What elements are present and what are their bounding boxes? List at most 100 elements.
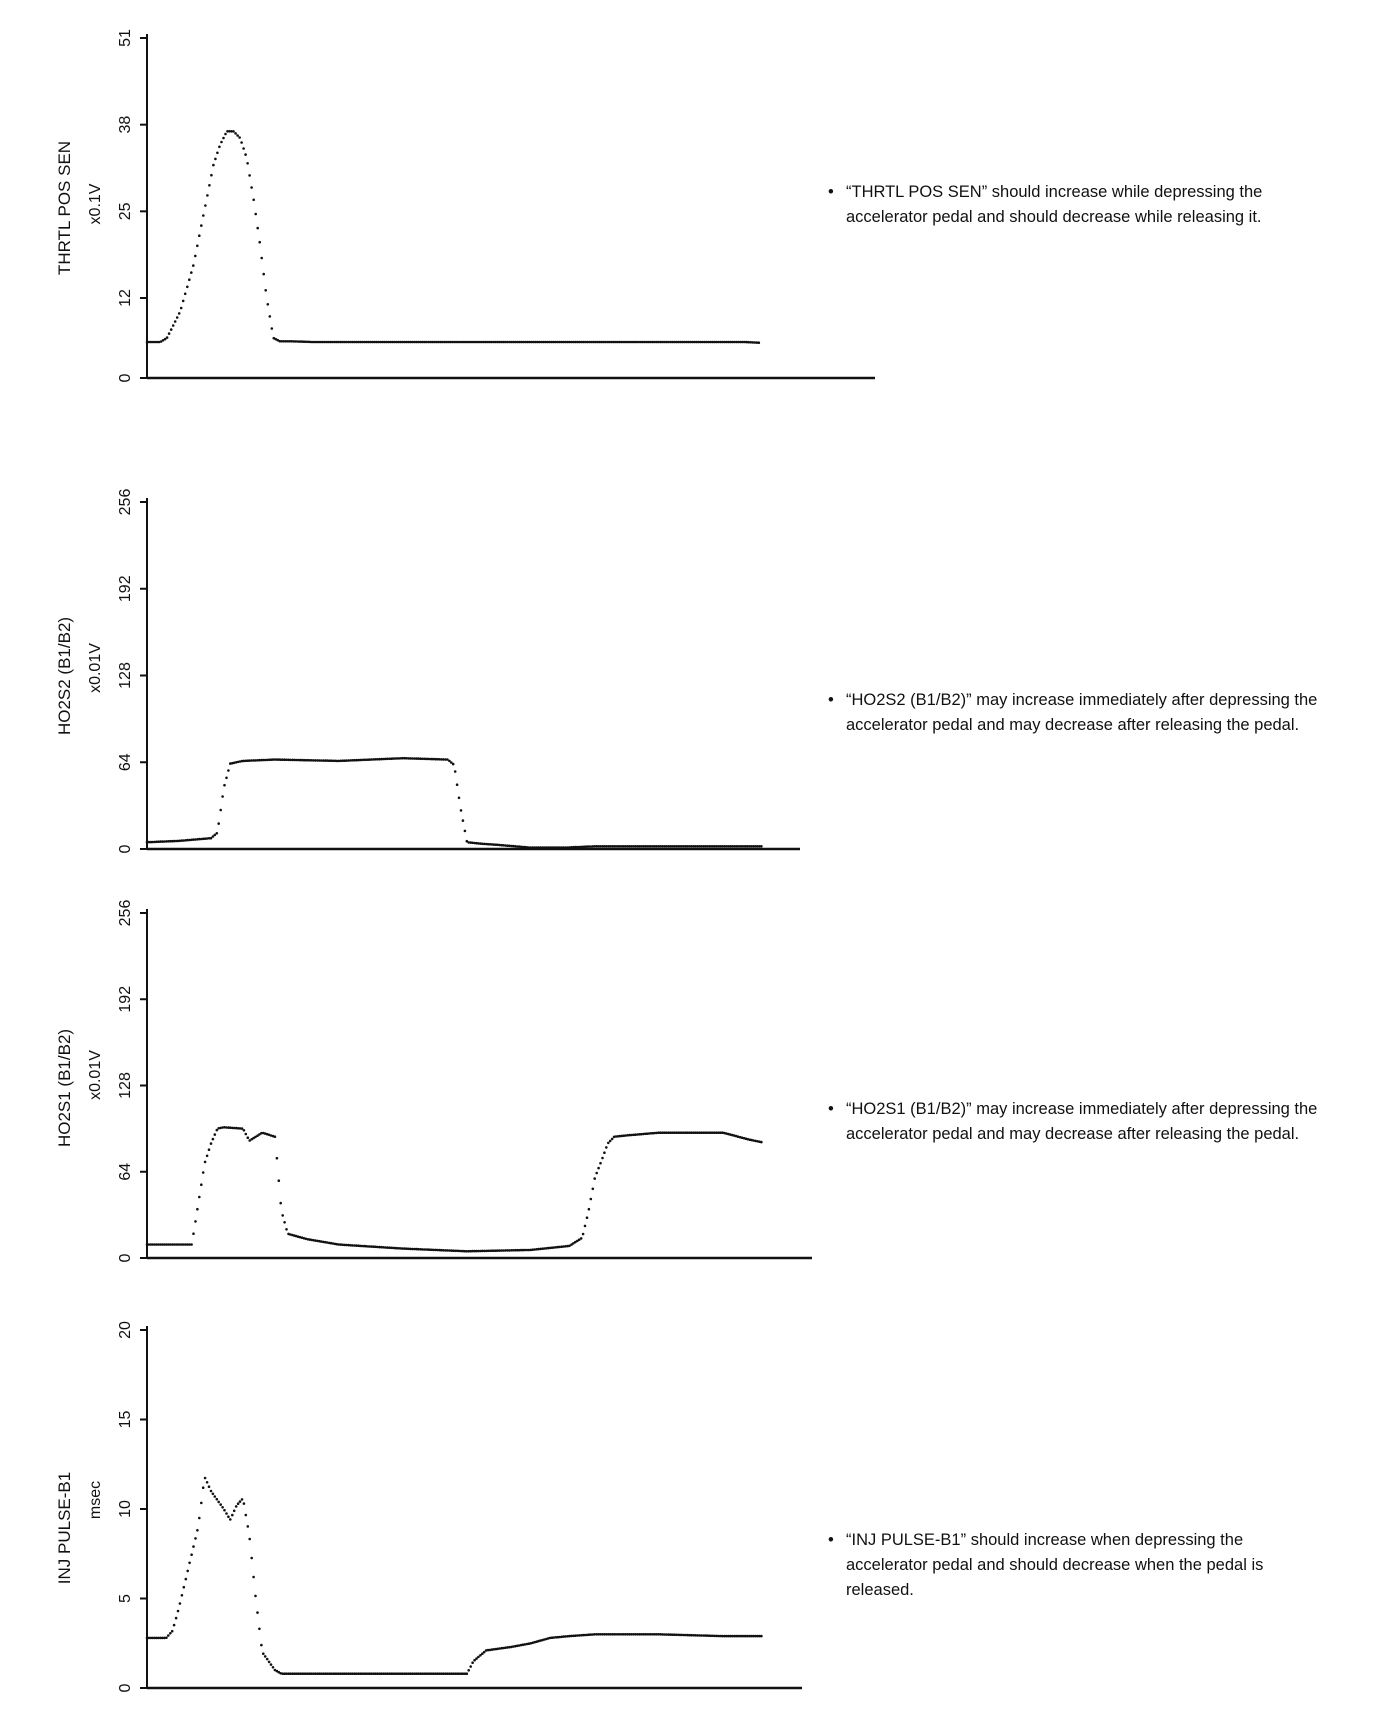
- data-point: [341, 759, 345, 762]
- data-point: [381, 340, 384, 344]
- data-point: [504, 844, 507, 847]
- data-point: [526, 340, 529, 344]
- data-point: [657, 1633, 660, 1636]
- data-point: [579, 845, 583, 849]
- data-point: [593, 845, 596, 848]
- data-point: [298, 340, 302, 343]
- data-point: [446, 1672, 449, 1675]
- data-point: [372, 1245, 376, 1248]
- data-point: [672, 1131, 676, 1134]
- data-point: [279, 758, 283, 761]
- data-point: [554, 340, 557, 344]
- data-point: [589, 1633, 593, 1636]
- data-point: [322, 759, 325, 762]
- data-point: [469, 1665, 473, 1668]
- data-point: [676, 845, 680, 848]
- data-point: [184, 1577, 188, 1581]
- data-point: [198, 1516, 201, 1520]
- data-point: [425, 340, 429, 344]
- data-point: [533, 1248, 536, 1251]
- data-point: [153, 1243, 157, 1246]
- note-text: “HO2S1 (B1/B2)” may increase immediately…: [846, 1100, 1318, 1143]
- data-point: [696, 1131, 699, 1134]
- data-point: [473, 340, 477, 344]
- data-point: [543, 1638, 546, 1641]
- data-point: [182, 1585, 186, 1589]
- data-point: [713, 1634, 717, 1638]
- data-point: [700, 845, 703, 848]
- data-point: [165, 336, 169, 339]
- data-point: [366, 1672, 370, 1675]
- data-point: [440, 1248, 443, 1252]
- data-point: [628, 1133, 631, 1137]
- data-point: [294, 340, 298, 343]
- data-point: [182, 839, 186, 842]
- data-point: [521, 1248, 525, 1252]
- data-point: [535, 1248, 538, 1251]
- data-point: [709, 1634, 713, 1638]
- data-point: [328, 340, 332, 344]
- data-point: [479, 1249, 482, 1253]
- data-point: [170, 839, 174, 843]
- data-point: [355, 758, 358, 762]
- data-point: [395, 757, 399, 760]
- data-point: [366, 1245, 370, 1248]
- data-point: [256, 226, 260, 230]
- data-point: [188, 278, 191, 282]
- data-point: [149, 1636, 153, 1640]
- data-point: [686, 845, 689, 848]
- data-point: [256, 1611, 259, 1614]
- data-point: [374, 1672, 378, 1675]
- data-point: [428, 757, 432, 761]
- data-point: [267, 758, 271, 762]
- data-point: [316, 759, 319, 762]
- data-point: [473, 1658, 476, 1662]
- data-point: [324, 1672, 327, 1675]
- data-point: [188, 1561, 191, 1565]
- data-point: [583, 845, 587, 848]
- data-point: [227, 1126, 230, 1129]
- data-point: [372, 1672, 376, 1675]
- data-point: [653, 1633, 657, 1636]
- note-text: “HO2S2 (B1/B2)” may increase immediately…: [846, 691, 1318, 734]
- data-point: [386, 1672, 389, 1675]
- data-point: [285, 1228, 288, 1231]
- data-point: [512, 844, 515, 848]
- data-point: [488, 843, 492, 846]
- data-point: [304, 758, 308, 762]
- data-point: [240, 1127, 244, 1130]
- data-point: [739, 340, 742, 344]
- data-point: [568, 1634, 571, 1638]
- data-point: [341, 1672, 345, 1675]
- data-point: [655, 845, 658, 848]
- data-point: [395, 1672, 399, 1675]
- data-point: [413, 1247, 416, 1251]
- data-point: [415, 1247, 418, 1251]
- data-point: [744, 1634, 748, 1638]
- data-point: [244, 153, 247, 156]
- data-point: [725, 1132, 728, 1135]
- data-point: [495, 340, 499, 344]
- data-point: [302, 1672, 306, 1675]
- data-point: [698, 1131, 701, 1134]
- data-point: [636, 1133, 639, 1136]
- data-point: [672, 845, 676, 848]
- data-point: [188, 838, 191, 842]
- data-point: [583, 1633, 587, 1637]
- data-point: [508, 1249, 511, 1252]
- y-tick-label: 0: [117, 1253, 134, 1262]
- data-point: [421, 340, 425, 344]
- data-point: [347, 340, 350, 344]
- data-point: [278, 339, 282, 343]
- data-point: [325, 1672, 329, 1675]
- data-point: [155, 1243, 158, 1246]
- data-point: [289, 1233, 292, 1236]
- series-thrtl-pos-sen: [145, 130, 761, 345]
- data-point: [744, 845, 748, 848]
- data-point: [675, 340, 678, 344]
- data-point: [754, 845, 757, 848]
- data-point: [200, 1183, 203, 1186]
- data-point: [273, 1135, 277, 1138]
- data-point: [422, 757, 426, 761]
- data-point: [607, 845, 610, 848]
